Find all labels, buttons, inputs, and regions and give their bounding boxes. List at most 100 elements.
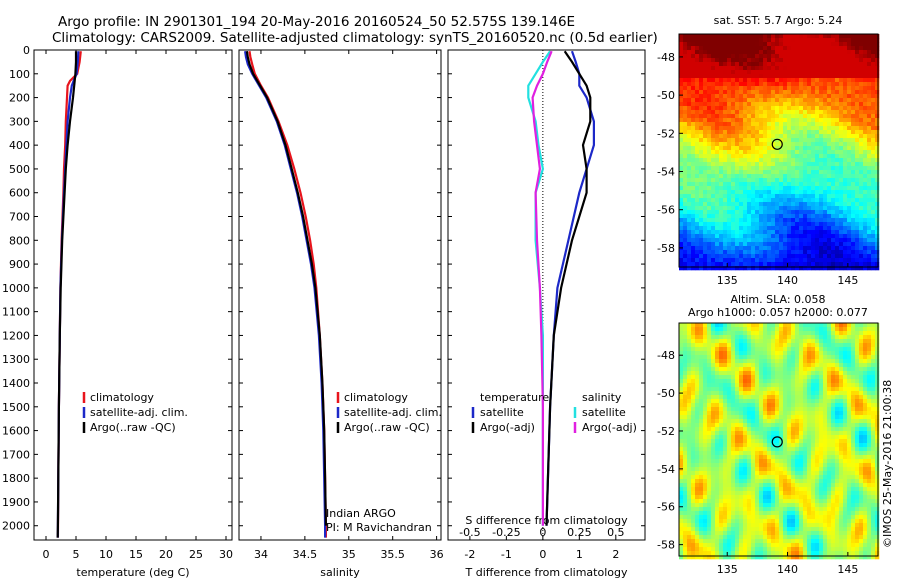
- heatmap-cell: [779, 38, 784, 43]
- heatmap-cell: [707, 419, 712, 424]
- heatmap-cell: [779, 158, 784, 163]
- heatmap-cell: [855, 250, 860, 255]
- heatmap-cell: [831, 194, 836, 199]
- heatmap-cell: [683, 98, 688, 103]
- heatmap-cell: [699, 54, 704, 59]
- heatmap-cell: [791, 407, 796, 412]
- heatmap-cell: [755, 146, 760, 151]
- heatmap-cell: [819, 46, 824, 51]
- heatmap-cell: [779, 222, 784, 227]
- heatmap-cell: [767, 158, 772, 163]
- heatmap-cell: [779, 42, 784, 47]
- heatmap-cell: [699, 38, 704, 43]
- heatmap-cell: [751, 206, 756, 211]
- heatmap-cell: [699, 226, 704, 231]
- heatmap-cell: [859, 118, 864, 123]
- heatmap-cell: [759, 391, 764, 396]
- heatmap-cell: [835, 415, 840, 420]
- heatmap-cell: [699, 403, 704, 408]
- heatmap-cell: [843, 403, 848, 408]
- heatmap-cell: [867, 102, 872, 107]
- heatmap-cell: [847, 42, 852, 47]
- heatmap-cell: [823, 266, 828, 271]
- heatmap-cell: [759, 367, 764, 372]
- heatmap-cell: [875, 90, 880, 95]
- heatmap-cell: [711, 234, 716, 239]
- heatmap-cell: [851, 359, 856, 364]
- heatmap-cell: [751, 34, 756, 39]
- heatmap-cell: [791, 146, 796, 151]
- heatmap-cell: [807, 34, 812, 39]
- heatmap-cell: [691, 351, 696, 356]
- heatmap-cell: [855, 403, 860, 408]
- heatmap-cell: [811, 138, 816, 143]
- heatmap-cell: [743, 186, 748, 191]
- heatmap-cell: [827, 323, 832, 328]
- heatmap-cell: [683, 198, 688, 203]
- heatmap-cell: [695, 262, 700, 267]
- heatmap-cell: [743, 174, 748, 179]
- heatmap-cell: [735, 98, 740, 103]
- heatmap-cell: [703, 70, 708, 75]
- heatmap-cell: [759, 423, 764, 428]
- heatmap-cell: [875, 114, 880, 119]
- heatmap-cell: [867, 118, 872, 123]
- heatmap-cell: [859, 375, 864, 380]
- heatmap-cell: [831, 234, 836, 239]
- heatmap-cell: [691, 50, 696, 55]
- heatmap-cell: [823, 206, 828, 211]
- heatmap-cell: [679, 250, 684, 255]
- heatmap-cell: [747, 70, 752, 75]
- heatmap-cell: [687, 403, 692, 408]
- heatmap-cell: [775, 355, 780, 360]
- heatmap-cell: [735, 110, 740, 115]
- heatmap-cell: [691, 46, 696, 51]
- heatmap-cell: [787, 94, 792, 99]
- heatmap-cell: [787, 399, 792, 404]
- heatmap-cell: [695, 327, 700, 332]
- heatmap-cell: [687, 186, 692, 191]
- y-tick-label: -52: [657, 127, 675, 140]
- heatmap-cell: [831, 90, 836, 95]
- heatmap-cell: [683, 210, 688, 215]
- heatmap-cell: [743, 451, 748, 456]
- heatmap-cell: [855, 194, 860, 199]
- heatmap-cell: [855, 154, 860, 159]
- heatmap-cell: [847, 323, 852, 328]
- heatmap-cell: [743, 403, 748, 408]
- heatmap-cell: [791, 90, 796, 95]
- heatmap-cell: [867, 170, 872, 175]
- heatmap-cell: [827, 327, 832, 332]
- heatmap-cell: [751, 78, 756, 83]
- heatmap-cell: [731, 98, 736, 103]
- heatmap-cell: [835, 82, 840, 87]
- heatmap-cell: [851, 202, 856, 207]
- heatmap-cell: [683, 419, 688, 424]
- heatmap-cell: [747, 110, 752, 115]
- heatmap-cell: [843, 74, 848, 79]
- heatmap-cell: [803, 154, 808, 159]
- heatmap-cell: [815, 427, 820, 432]
- heatmap-cell: [715, 435, 720, 440]
- heatmap-cell: [715, 411, 720, 416]
- heatmap-cell: [751, 431, 756, 436]
- heatmap-cell: [791, 234, 796, 239]
- heatmap-cell: [775, 34, 780, 39]
- heatmap-cell: [759, 335, 764, 340]
- heatmap-cell: [799, 186, 804, 191]
- heatmap-cell: [731, 38, 736, 43]
- heatmap-cell: [795, 391, 800, 396]
- heatmap-cell: [731, 339, 736, 344]
- heatmap-cell: [783, 90, 788, 95]
- heatmap-cell: [683, 150, 688, 155]
- heatmap-cell: [767, 395, 772, 400]
- heatmap-cell: [759, 459, 764, 464]
- heatmap-cell: [707, 70, 712, 75]
- heatmap-cell: [871, 379, 876, 384]
- heatmap-cell: [875, 150, 880, 155]
- heatmap-cell: [763, 38, 768, 43]
- heatmap-cell: [871, 178, 876, 183]
- heatmap-cell: [683, 343, 688, 348]
- heatmap-cell: [731, 347, 736, 352]
- heatmap-cell: [687, 359, 692, 364]
